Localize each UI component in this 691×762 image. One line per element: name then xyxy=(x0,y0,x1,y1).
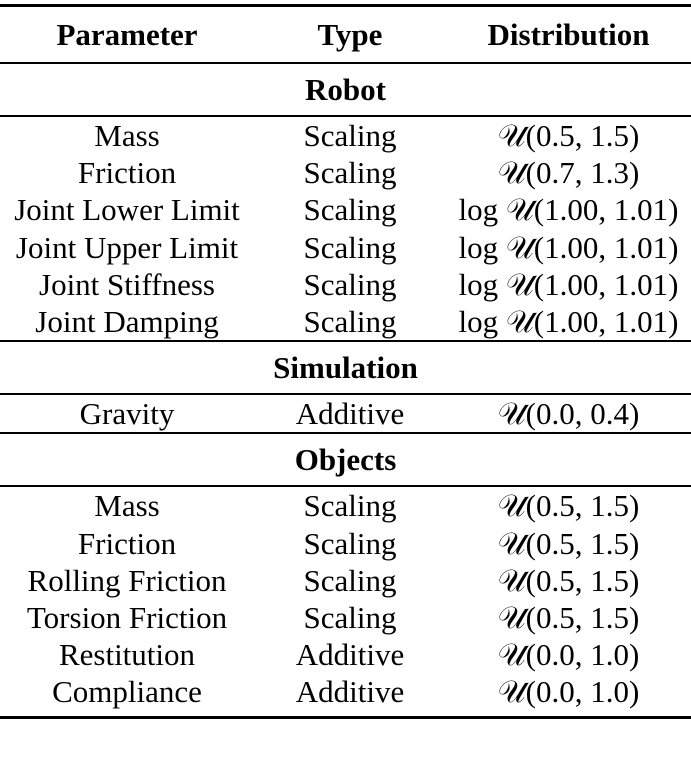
cell-parameter: Rolling Friction xyxy=(27,562,227,598)
cell-type: Scaling xyxy=(303,525,397,561)
cell-distribution: 𝒰(0.5, 1.5) xyxy=(497,525,640,561)
table-row: Joint Upper Limit Scaling log 𝒰(1.00, 1.01… xyxy=(0,229,691,266)
cell-distribution: 𝒰(0.5, 1.5) xyxy=(497,562,640,598)
table-row: Restitution Additive 𝒰(0.0, 1.0) xyxy=(0,636,691,673)
header-row: Parameter Type Distribution xyxy=(0,5,691,63)
cell-type: Additive xyxy=(295,637,405,673)
cell-distribution: log 𝒰(1.00, 1.01) xyxy=(458,192,679,228)
cell-distribution: 𝒰(0.0, 1.0) xyxy=(497,674,640,710)
header-parameter: Parameter xyxy=(56,17,198,52)
cell-distribution: 𝒰(0.0, 1.0) xyxy=(497,637,640,673)
cell-type: Scaling xyxy=(303,155,397,191)
table-row: Rolling Friction Scaling 𝒰(0.5, 1.5) xyxy=(0,562,691,599)
table-row: Joint Stiffness Scaling log 𝒰(1.00, 1.01) xyxy=(0,266,691,303)
cell-parameter: Gravity xyxy=(79,396,175,432)
cell-distribution: log 𝒰(1.00, 1.01) xyxy=(458,304,679,340)
cell-type: Scaling xyxy=(303,599,397,635)
cell-type: Scaling xyxy=(303,192,397,228)
table-row: Joint Lower Limit Scaling log 𝒰(1.00, 1.01… xyxy=(0,191,691,228)
cell-type: Additive xyxy=(295,674,405,710)
cell-type: Scaling xyxy=(303,229,397,265)
table-row: Friction Scaling 𝒰(0.7, 1.3) xyxy=(0,154,691,191)
cell-type: Scaling xyxy=(303,118,397,154)
table-body: Robot Mass Scaling 𝒰(0.5, 1.5) Friction Scali… xyxy=(0,63,691,718)
cell-parameter: Joint Upper Limit xyxy=(15,229,239,265)
section-title: Robot xyxy=(305,72,386,107)
header-distribution: Distribution xyxy=(487,17,650,52)
cell-type: Additive xyxy=(295,396,405,432)
section-row: Simulation xyxy=(0,341,691,395)
cell-parameter: Mass xyxy=(94,488,160,524)
cell-distribution: log 𝒰(1.00, 1.01) xyxy=(458,229,679,265)
cell-parameter: Joint Damping xyxy=(35,304,219,340)
cell-distribution: 𝒰(0.7, 1.3) xyxy=(497,155,640,191)
cell-distribution: 𝒰(0.5, 1.5) xyxy=(497,488,640,524)
section-row: Objects xyxy=(0,433,691,487)
table-row: Joint Damping Scaling log 𝒰(1.00, 1.01) xyxy=(0,303,691,342)
header-type: Type xyxy=(317,17,383,52)
table-row: Torsion Friction Scaling 𝒰(0.5, 1.5) xyxy=(0,599,691,636)
cell-parameter: Friction xyxy=(77,155,177,191)
section-title: Simulation xyxy=(273,350,418,386)
randomization-table: Parameter Type Distribution Robot Mass Sca… xyxy=(0,4,691,719)
table-row: Mass Scaling 𝒰(0.5, 1.5) xyxy=(0,116,691,154)
cell-parameter: Torsion Friction xyxy=(26,599,228,635)
cell-parameter: Compliance xyxy=(52,674,202,710)
cell-type: Scaling xyxy=(303,488,397,524)
table-row: Friction Scaling 𝒰(0.5, 1.5) xyxy=(0,525,691,562)
cell-distribution: log 𝒰(1.00, 1.01) xyxy=(458,266,679,302)
section-title: Objects xyxy=(294,442,397,478)
cell-parameter: Friction xyxy=(77,525,177,561)
table-row: Gravity Additive 𝒰(0.0, 0.4) xyxy=(0,394,691,434)
cell-parameter: Restitution xyxy=(58,637,196,673)
section-row: Robot xyxy=(0,63,691,116)
cell-parameter: Joint Lower Limit xyxy=(14,192,240,228)
cell-distribution: 𝒰(0.0, 0.4) xyxy=(497,396,640,432)
table-row: Mass Scaling 𝒰(0.5, 1.5) xyxy=(0,486,691,524)
cell-distribution: 𝒰(0.5, 1.5) xyxy=(497,599,640,635)
cell-distribution: 𝒰(0.5, 1.5) xyxy=(497,118,640,154)
cell-type: Scaling xyxy=(303,304,397,340)
cell-type: Scaling xyxy=(303,266,397,302)
cell-parameter: Joint Stiffness xyxy=(39,266,215,302)
cell-parameter: Mass xyxy=(94,118,160,154)
table-row: Compliance Additive 𝒰(0.0, 1.0) xyxy=(0,673,691,718)
cell-type: Scaling xyxy=(303,562,397,598)
